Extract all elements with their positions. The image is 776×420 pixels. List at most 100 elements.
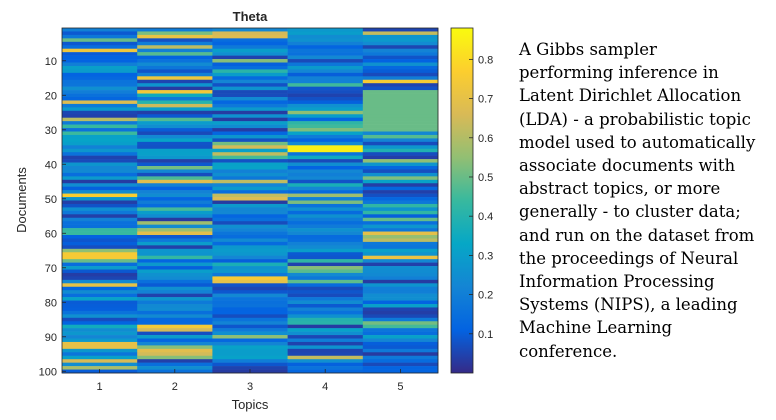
heatmap-cell [362,86,439,91]
heatmap-cell [137,314,213,319]
heatmap-cell [62,217,138,222]
heatmap-cell [287,31,364,36]
heatmap-cell [137,90,213,94]
heatmap-cell [362,276,439,281]
heatmap-cell [362,335,439,339]
heatmap-cell [62,245,138,250]
heatmap-cell [212,362,288,367]
heatmap-cell [287,110,364,115]
heatmap-cell [212,193,288,198]
heatmap-cell [62,355,138,360]
heatmap-cell [137,190,213,194]
heatmap-cell [287,245,364,250]
heatmap-cell [362,331,439,336]
heatmap-cell [362,310,439,315]
heatmap-cell [137,231,213,236]
heatmap-cell [137,134,213,139]
heatmap-cell [362,59,439,63]
heatmap-cell [137,335,213,339]
heatmap-cell [62,107,138,112]
description-line: model used to automatically [519,132,756,152]
heatmap-cell [362,155,439,160]
heatmap-cell [287,290,364,294]
colorbar-tick-label: 0.1 [478,329,493,341]
heatmap-cell [212,121,288,125]
heatmap-cell [212,348,288,353]
heatmap-cell [62,159,138,163]
heatmap-cell [362,62,439,67]
heatmap-cell [287,145,364,150]
heatmap-cell [212,221,288,225]
heatmap-cell [137,331,213,336]
heatmap-cell [212,197,288,201]
heatmap-cell [287,366,364,370]
heatmap-cell [62,55,138,60]
heatmap-cell [362,134,439,139]
heatmap-cell [212,231,288,236]
heatmap-cell [62,45,138,49]
colorbar-tick-label: 0.2 [478,290,493,302]
heatmap-cell [287,252,364,256]
heatmap-cell [212,214,288,219]
heatmap-cell [137,179,213,184]
heatmap-cell [62,52,138,56]
heatmap-cell [287,210,364,215]
heatmap-cell [62,97,138,101]
heatmap-cell [137,245,213,250]
heatmap-cell [137,338,213,343]
heatmap-cell [137,48,213,53]
heatmap-cell [287,214,364,219]
heatmap-cell [62,145,138,150]
heatmap-cell [287,259,364,263]
heatmap-cell [362,345,439,350]
heatmap-cell [287,269,364,274]
heatmap-cell [287,348,364,353]
heatmap-cell [362,162,439,167]
x-tick-label: 4 [322,381,328,393]
heatmap-cell [62,155,138,160]
heatmap-cell [362,317,439,322]
heatmap-cell [137,131,213,136]
heatmap-cell [137,172,213,177]
y-tick-label: 50 [45,194,57,206]
heatmap-cell [212,159,288,163]
heatmap-cell [362,176,439,181]
heatmap-cell [212,304,288,308]
heatmap-cell [62,100,138,105]
heatmap-cell [212,328,288,332]
heatmap-cell [362,148,439,153]
heatmap-cell [137,241,213,246]
heatmap-cell [362,259,439,263]
heatmap-cell [212,297,288,301]
heatmap-cell [62,224,138,229]
heatmap-cell [212,93,288,98]
description-line: associate documents with [519,156,736,176]
heatmap-cell [212,100,288,105]
heatmap-cell [62,48,138,53]
heatmap-cell [62,62,138,67]
heatmap-cell [137,203,213,208]
x-tick-label: 2 [172,381,178,393]
heatmap-figure: Theta 1 2 3 4 5 10 20 30 40 50 60 70 80 90 100 Topics… [14,9,493,412]
heatmap-cell [62,345,138,350]
y-tick-label: 30 [45,125,57,137]
heatmap-cell [212,65,288,70]
heatmap-cell [287,79,364,84]
heatmap-cell [362,145,439,150]
heatmap-cell [137,110,213,115]
heatmap-cell [287,117,364,122]
heatmap-cell [62,266,138,270]
heatmap-cell [212,190,288,194]
heatmap-cell [287,255,364,260]
heatmap-cell [212,272,288,277]
heatmap-cell [62,255,138,260]
heatmap-cell [212,283,288,288]
heatmap-cell [362,117,439,122]
heatmap-cell [212,155,288,160]
heatmap-cell [62,366,138,370]
heatmap-cell [212,359,288,363]
description-text: A Gibbs sampler performing inference in La… [519,38,771,363]
y-tick-label: 60 [45,228,57,240]
heatmap-cell [62,210,138,215]
heatmap-cell [287,276,364,281]
